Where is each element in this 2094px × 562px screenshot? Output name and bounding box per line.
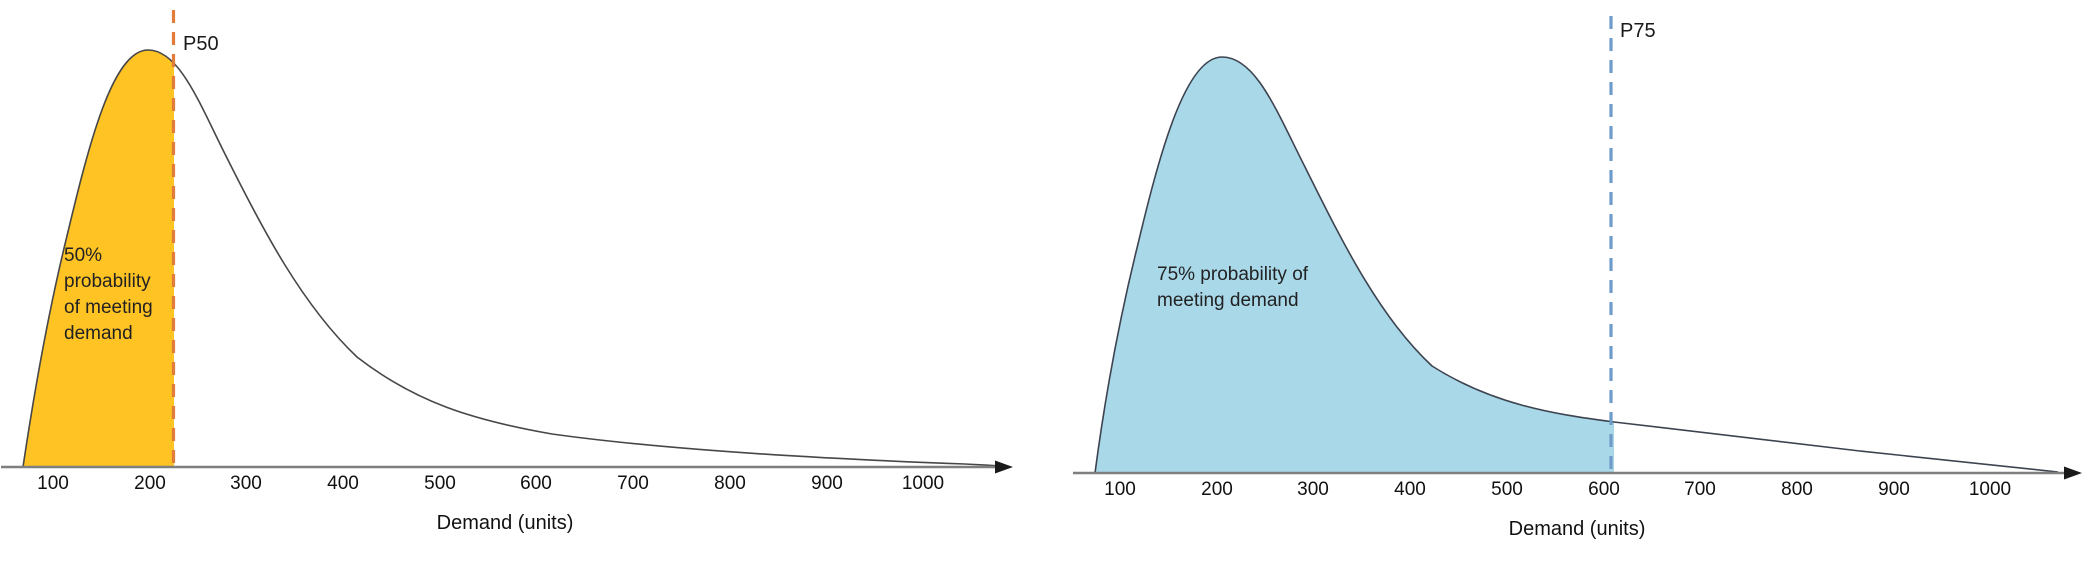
p75-x-tick-label: 100 <box>1104 479 1136 500</box>
p50-line-label: P50 <box>183 33 219 55</box>
p50-x-tick-label: 900 <box>811 473 843 494</box>
p75-x-tick-label: 300 <box>1297 479 1329 500</box>
p50-x-axis-title: Demand (units) <box>436 512 574 534</box>
p50-shaded-area <box>23 50 174 467</box>
p75-x-tick-label: 600 <box>1588 479 1620 500</box>
p50-x-axis-arrow-icon <box>995 460 1013 474</box>
p50-x-tick-label: 600 <box>520 473 552 494</box>
p50-x-tick-label: 1000 <box>901 473 945 494</box>
p75-x-tick-label: 200 <box>1201 479 1233 500</box>
p75-density-curve <box>1094 56 2059 474</box>
p50-shaded-annotation: 50% probability of meeting demand <box>64 245 153 344</box>
p50-x-tick-label: 200 <box>134 473 166 494</box>
p75-x-tick-label: 500 <box>1491 479 1523 500</box>
p50-x-tick-label: 500 <box>424 473 456 494</box>
p50-x-tick-label: 800 <box>714 473 746 494</box>
p50-x-tick-label: 400 <box>327 473 359 494</box>
p50-density-curve <box>22 49 1001 468</box>
p75-x-axis-arrow-icon <box>2064 466 2082 480</box>
p75-x-tick-label: 1000 <box>1968 479 2012 500</box>
p50-x-tick-label: 100 <box>37 473 69 494</box>
p75-x-tick-label: 900 <box>1878 479 1910 500</box>
p75-line-label: P75 <box>1620 20 1656 42</box>
p50-x-tick-label: 300 <box>230 473 262 494</box>
p50-x-tick-label: 700 <box>617 473 649 494</box>
p75-x-tick-label: 800 <box>1781 479 1813 500</box>
p75-x-tick-label: 700 <box>1684 479 1716 500</box>
p75-shaded-annotation: 75% probability of meeting demand <box>1157 264 1309 311</box>
p75-x-axis-title: Demand (units) <box>1508 518 1646 540</box>
p75-shaded-area <box>1095 57 1614 473</box>
p75-x-tick-label: 400 <box>1394 479 1426 500</box>
